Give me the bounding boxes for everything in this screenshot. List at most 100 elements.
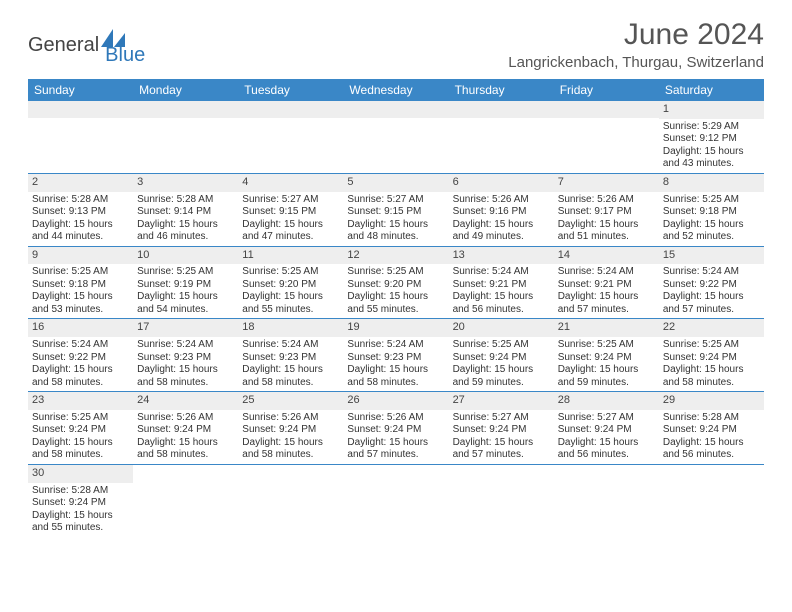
calendar-cell: 1Sunrise: 5:29 AMSunset: 9:12 PMDaylight… bbox=[659, 101, 764, 173]
day-line: and 58 minutes. bbox=[137, 377, 234, 390]
day-line: Sunset: 9:14 PM bbox=[137, 206, 234, 219]
day-details: Sunrise: 5:29 AMSunset: 9:12 PMDaylight:… bbox=[659, 119, 764, 173]
day-line: and 51 minutes. bbox=[558, 231, 655, 244]
day-line: Daylight: 15 hours bbox=[137, 437, 234, 450]
day-details: Sunrise: 5:27 AMSunset: 9:15 PMDaylight:… bbox=[343, 192, 448, 246]
day-line: Sunrise: 5:25 AM bbox=[663, 339, 760, 352]
day-details: Sunrise: 5:25 AMSunset: 9:24 PMDaylight:… bbox=[28, 410, 133, 464]
day-line: Daylight: 15 hours bbox=[663, 146, 760, 159]
calendar-cell: 26Sunrise: 5:26 AMSunset: 9:24 PMDayligh… bbox=[343, 392, 448, 465]
day-details: Sunrise: 5:27 AMSunset: 9:24 PMDaylight:… bbox=[449, 410, 554, 464]
day-line: Daylight: 15 hours bbox=[663, 219, 760, 232]
day-line: Sunrise: 5:24 AM bbox=[347, 339, 444, 352]
calendar-cell: 17Sunrise: 5:24 AMSunset: 9:23 PMDayligh… bbox=[133, 319, 238, 392]
day-line: and 58 minutes. bbox=[347, 377, 444, 390]
day-line: Sunrise: 5:26 AM bbox=[558, 194, 655, 207]
day-line: Daylight: 15 hours bbox=[32, 510, 129, 523]
day-header: Monday bbox=[133, 79, 238, 101]
day-line: and 47 minutes. bbox=[242, 231, 339, 244]
day-line: Sunset: 9:24 PM bbox=[137, 424, 234, 437]
day-header: Friday bbox=[554, 79, 659, 101]
day-details: Sunrise: 5:24 AMSunset: 9:22 PMDaylight:… bbox=[659, 264, 764, 318]
day-number: 25 bbox=[238, 392, 343, 410]
day-line: and 56 minutes. bbox=[453, 304, 550, 317]
day-line: Sunrise: 5:27 AM bbox=[242, 194, 339, 207]
location: Langrickenbach, Thurgau, Switzerland bbox=[508, 54, 764, 71]
calendar-cell: 8Sunrise: 5:25 AMSunset: 9:18 PMDaylight… bbox=[659, 173, 764, 246]
day-line: Daylight: 15 hours bbox=[347, 437, 444, 450]
day-line: Daylight: 15 hours bbox=[453, 364, 550, 377]
empty-day bbox=[449, 101, 554, 118]
calendar-cell: 21Sunrise: 5:25 AMSunset: 9:24 PMDayligh… bbox=[554, 319, 659, 392]
calendar-week-row: 16Sunrise: 5:24 AMSunset: 9:22 PMDayligh… bbox=[28, 319, 764, 392]
day-line: and 43 minutes. bbox=[663, 158, 760, 171]
day-line: Sunrise: 5:24 AM bbox=[663, 266, 760, 279]
calendar-week-row: 23Sunrise: 5:25 AMSunset: 9:24 PMDayligh… bbox=[28, 392, 764, 465]
calendar-cell: 12Sunrise: 5:25 AMSunset: 9:20 PMDayligh… bbox=[343, 246, 448, 319]
day-line: and 56 minutes. bbox=[558, 449, 655, 462]
day-line: Sunset: 9:21 PM bbox=[453, 279, 550, 292]
day-line: Daylight: 15 hours bbox=[663, 437, 760, 450]
day-line: Daylight: 15 hours bbox=[242, 364, 339, 377]
calendar-cell: 28Sunrise: 5:27 AMSunset: 9:24 PMDayligh… bbox=[554, 392, 659, 465]
day-line: Daylight: 15 hours bbox=[558, 437, 655, 450]
page-header: General Blue June 2024 Langrickenbach, T… bbox=[28, 18, 764, 71]
day-line: Sunset: 9:24 PM bbox=[453, 424, 550, 437]
day-line: Sunset: 9:18 PM bbox=[32, 279, 129, 292]
day-number: 22 bbox=[659, 319, 764, 337]
day-line: Sunrise: 5:26 AM bbox=[453, 194, 550, 207]
calendar-cell bbox=[133, 464, 238, 536]
day-number: 19 bbox=[343, 319, 448, 337]
day-line: and 57 minutes. bbox=[558, 304, 655, 317]
day-line: Daylight: 15 hours bbox=[137, 291, 234, 304]
day-line: Sunrise: 5:25 AM bbox=[32, 412, 129, 425]
calendar-cell: 30Sunrise: 5:28 AMSunset: 9:24 PMDayligh… bbox=[28, 464, 133, 536]
day-line: Daylight: 15 hours bbox=[558, 291, 655, 304]
day-line: Sunset: 9:21 PM bbox=[558, 279, 655, 292]
day-line: Sunset: 9:22 PM bbox=[32, 352, 129, 365]
calendar-cell bbox=[659, 464, 764, 536]
day-line: Daylight: 15 hours bbox=[32, 219, 129, 232]
day-line: Daylight: 15 hours bbox=[32, 291, 129, 304]
day-line: Sunrise: 5:27 AM bbox=[558, 412, 655, 425]
day-line: Sunrise: 5:24 AM bbox=[137, 339, 234, 352]
day-line: Sunset: 9:24 PM bbox=[32, 497, 129, 510]
day-number: 6 bbox=[449, 174, 554, 192]
calendar-week-row: 30Sunrise: 5:28 AMSunset: 9:24 PMDayligh… bbox=[28, 464, 764, 536]
empty-day bbox=[554, 101, 659, 118]
day-line: and 56 minutes. bbox=[663, 449, 760, 462]
day-number: 24 bbox=[133, 392, 238, 410]
day-line: Sunset: 9:22 PM bbox=[663, 279, 760, 292]
calendar-cell: 24Sunrise: 5:26 AMSunset: 9:24 PMDayligh… bbox=[133, 392, 238, 465]
calendar-cell: 10Sunrise: 5:25 AMSunset: 9:19 PMDayligh… bbox=[133, 246, 238, 319]
day-number: 3 bbox=[133, 174, 238, 192]
day-details: Sunrise: 5:26 AMSunset: 9:24 PMDaylight:… bbox=[238, 410, 343, 464]
day-line: Sunset: 9:24 PM bbox=[32, 424, 129, 437]
logo-text-general: General bbox=[28, 34, 99, 57]
logo: General Blue bbox=[28, 24, 145, 67]
day-line: and 58 minutes. bbox=[137, 449, 234, 462]
day-line: Daylight: 15 hours bbox=[347, 219, 444, 232]
day-line: Sunset: 9:18 PM bbox=[663, 206, 760, 219]
calendar-cell: 6Sunrise: 5:26 AMSunset: 9:16 PMDaylight… bbox=[449, 173, 554, 246]
day-line: Sunrise: 5:25 AM bbox=[663, 194, 760, 207]
day-line: Sunset: 9:24 PM bbox=[663, 352, 760, 365]
day-line: and 55 minutes. bbox=[32, 522, 129, 535]
calendar-week-row: 1Sunrise: 5:29 AMSunset: 9:12 PMDaylight… bbox=[28, 101, 764, 173]
day-line: Sunset: 9:23 PM bbox=[242, 352, 339, 365]
day-line: Daylight: 15 hours bbox=[347, 291, 444, 304]
calendar-cell: 27Sunrise: 5:27 AMSunset: 9:24 PMDayligh… bbox=[449, 392, 554, 465]
day-line: Sunset: 9:19 PM bbox=[137, 279, 234, 292]
calendar-cell: 20Sunrise: 5:25 AMSunset: 9:24 PMDayligh… bbox=[449, 319, 554, 392]
day-line: Sunset: 9:23 PM bbox=[137, 352, 234, 365]
title-block: June 2024 Langrickenbach, Thurgau, Switz… bbox=[508, 18, 764, 71]
day-details: Sunrise: 5:25 AMSunset: 9:18 PMDaylight:… bbox=[28, 264, 133, 318]
day-number: 7 bbox=[554, 174, 659, 192]
day-line: Daylight: 15 hours bbox=[242, 291, 339, 304]
day-line: and 57 minutes. bbox=[347, 449, 444, 462]
day-number: 1 bbox=[659, 101, 764, 119]
day-number: 26 bbox=[343, 392, 448, 410]
empty-day bbox=[28, 101, 133, 118]
day-header: Sunday bbox=[28, 79, 133, 101]
day-line: and 58 minutes. bbox=[242, 449, 339, 462]
